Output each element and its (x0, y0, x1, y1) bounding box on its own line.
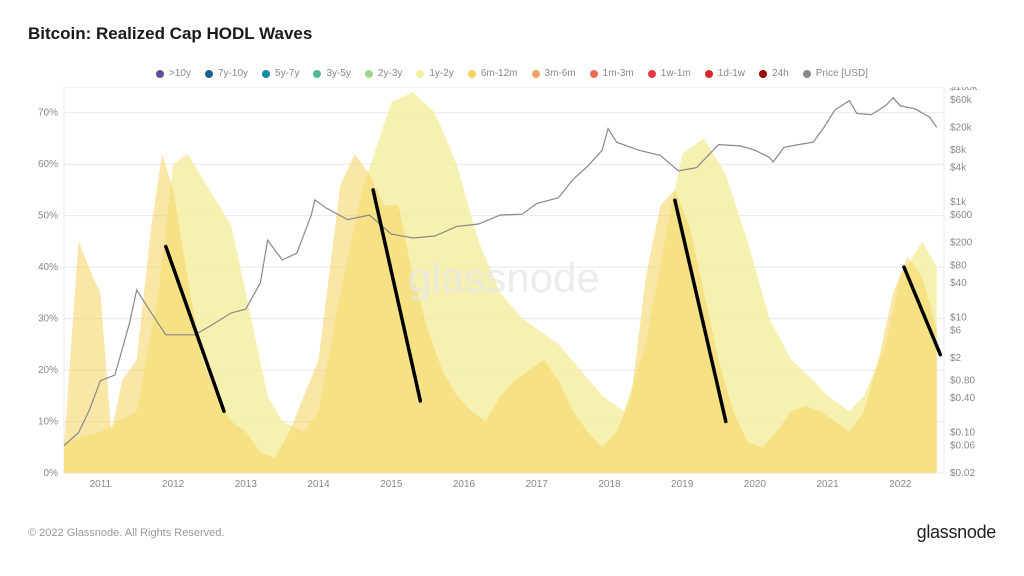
legend-dot (803, 70, 811, 78)
copyright: © 2022 Glassnode. All Rights Reserved. (28, 527, 224, 539)
svg-text:$200: $200 (950, 238, 973, 249)
legend-label: 6m-12m (481, 68, 518, 79)
svg-text:2011: 2011 (90, 479, 112, 490)
svg-text:2021: 2021 (817, 479, 840, 490)
legend-item: 1y-2y (416, 68, 453, 79)
svg-text:2019: 2019 (671, 479, 694, 490)
legend-dot (416, 70, 424, 78)
legend-dot (262, 70, 270, 78)
legend-label: Price [USD] (816, 68, 868, 79)
legend-item: 24h (759, 68, 789, 79)
svg-text:0%: 0% (44, 468, 59, 479)
legend-dot (705, 70, 713, 78)
svg-text:2017: 2017 (526, 479, 549, 490)
legend-item: 2y-3y (365, 68, 402, 79)
svg-text:$0.10: $0.10 (950, 428, 975, 439)
legend-label: 1w-1m (661, 68, 691, 79)
svg-text:2020: 2020 (744, 479, 767, 490)
svg-text:2013: 2013 (235, 479, 258, 490)
svg-text:$4k: $4k (950, 163, 967, 174)
legend-label: 24h (772, 68, 789, 79)
svg-text:70%: 70% (38, 108, 58, 119)
chart-title: Bitcoin: Realized Cap HODL Waves (28, 24, 996, 44)
svg-text:$60k: $60k (950, 95, 973, 106)
svg-text:$40: $40 (950, 278, 967, 289)
legend-dot (365, 70, 373, 78)
svg-text:glassnode: glassnode (408, 254, 599, 301)
legend-label: >10y (169, 68, 191, 79)
legend-item: 5y-7y (262, 68, 299, 79)
legend: >10y 7y-10y 5y-7y 3y-5y 2y-3y 1y-2y 6m-12m 3m-6… (28, 62, 996, 87)
legend-dot (468, 70, 476, 78)
svg-text:$0.40: $0.40 (950, 393, 975, 404)
legend-item: 7y-10y (205, 68, 248, 79)
legend-label: 3m-6m (545, 68, 576, 79)
legend-dot (313, 70, 321, 78)
svg-text:$80: $80 (950, 260, 967, 271)
legend-item: 1m-3m (590, 68, 634, 79)
svg-text:2015: 2015 (380, 479, 403, 490)
svg-text:60%: 60% (38, 159, 58, 170)
legend-item: >10y (156, 68, 191, 79)
svg-text:$0.02: $0.02 (950, 468, 975, 479)
legend-dot (759, 70, 767, 78)
legend-label: 2y-3y (378, 68, 402, 79)
svg-text:20%: 20% (38, 365, 58, 376)
svg-text:2016: 2016 (453, 479, 476, 490)
svg-text:2022: 2022 (889, 479, 912, 490)
legend-label: 7y-10y (218, 68, 248, 79)
svg-text:40%: 40% (38, 262, 58, 273)
legend-item: 1d-1w (705, 68, 745, 79)
legend-dot (205, 70, 213, 78)
legend-label: 1d-1w (718, 68, 745, 79)
legend-item: Price [USD] (803, 68, 868, 79)
legend-item: 1w-1m (648, 68, 691, 79)
legend-dot (648, 70, 656, 78)
legend-label: 1y-2y (429, 68, 453, 79)
chart-area: >10y 7y-10y 5y-7y 3y-5y 2y-3y 1y-2y 6m-12m 3m-6… (28, 62, 996, 510)
svg-text:2018: 2018 (598, 479, 621, 490)
legend-dot (156, 70, 164, 78)
legend-dot (532, 70, 540, 78)
svg-text:50%: 50% (38, 211, 58, 222)
svg-text:2014: 2014 (307, 479, 330, 490)
legend-item: 3y-5y (313, 68, 350, 79)
svg-text:30%: 30% (38, 314, 58, 325)
legend-label: 1m-3m (603, 68, 634, 79)
legend-dot (590, 70, 598, 78)
svg-text:$0.80: $0.80 (950, 376, 975, 387)
svg-text:$0.06: $0.06 (950, 441, 975, 452)
legend-label: 3y-5y (326, 68, 350, 79)
legend-item: 3m-6m (532, 68, 576, 79)
legend-item: 6m-12m (468, 68, 518, 79)
svg-text:$10: $10 (950, 312, 967, 323)
svg-text:$8k: $8k (950, 145, 967, 156)
svg-text:$2: $2 (950, 353, 962, 364)
svg-text:$6: $6 (950, 325, 962, 336)
svg-text:$1k: $1k (950, 197, 967, 208)
svg-text:$600: $600 (950, 210, 973, 221)
chart-svg: 0% 10% 20% 30% 40% 50% 60% 70% $100k $60k $20k $8k $… (28, 87, 996, 501)
svg-text:10%: 10% (38, 417, 58, 428)
svg-text:2012: 2012 (162, 479, 185, 490)
brand-logo: glassnode (917, 522, 996, 543)
legend-label: 5y-7y (275, 68, 299, 79)
svg-text:$20k: $20k (950, 122, 973, 133)
svg-text:$100k: $100k (950, 87, 978, 93)
